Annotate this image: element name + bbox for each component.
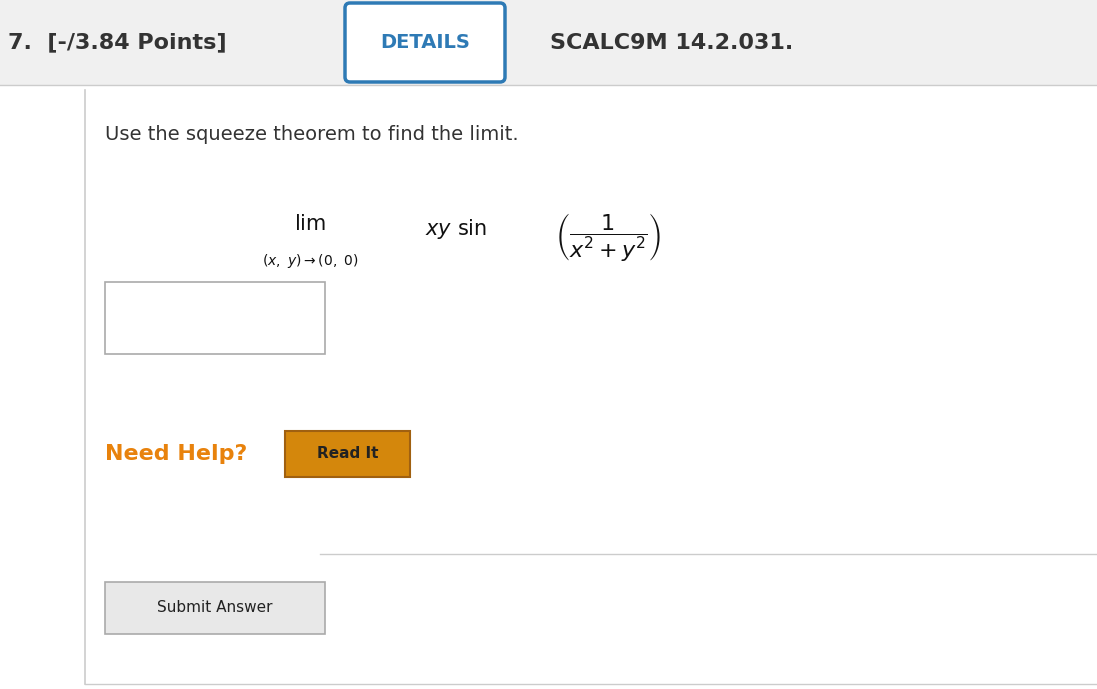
Text: Need Help?: Need Help?	[105, 444, 248, 464]
FancyBboxPatch shape	[0, 0, 1097, 85]
Text: 7.  [-/3.84 Points]: 7. [-/3.84 Points]	[8, 32, 227, 52]
Text: DETAILS: DETAILS	[380, 33, 470, 52]
FancyBboxPatch shape	[285, 431, 410, 477]
Text: $xy\ \sin$: $xy\ \sin$	[425, 217, 487, 241]
Text: Submit Answer: Submit Answer	[157, 601, 273, 615]
Text: Read It: Read It	[317, 446, 378, 462]
Text: $(x,\ y) \to (0,\ 0)$: $(x,\ y) \to (0,\ 0)$	[261, 252, 359, 270]
FancyBboxPatch shape	[105, 582, 325, 634]
Text: SCALC9M 14.2.031.: SCALC9M 14.2.031.	[550, 32, 793, 52]
FancyBboxPatch shape	[344, 3, 505, 82]
FancyBboxPatch shape	[0, 85, 1097, 689]
Text: Use the squeeze theorem to find the limit.: Use the squeeze theorem to find the limi…	[105, 125, 519, 143]
Text: $\lim$: $\lim$	[294, 214, 326, 234]
Text: $\left(\dfrac{1}{x^2 + y^2}\right)$: $\left(\dfrac{1}{x^2 + y^2}\right)$	[555, 211, 661, 263]
FancyBboxPatch shape	[105, 282, 325, 354]
